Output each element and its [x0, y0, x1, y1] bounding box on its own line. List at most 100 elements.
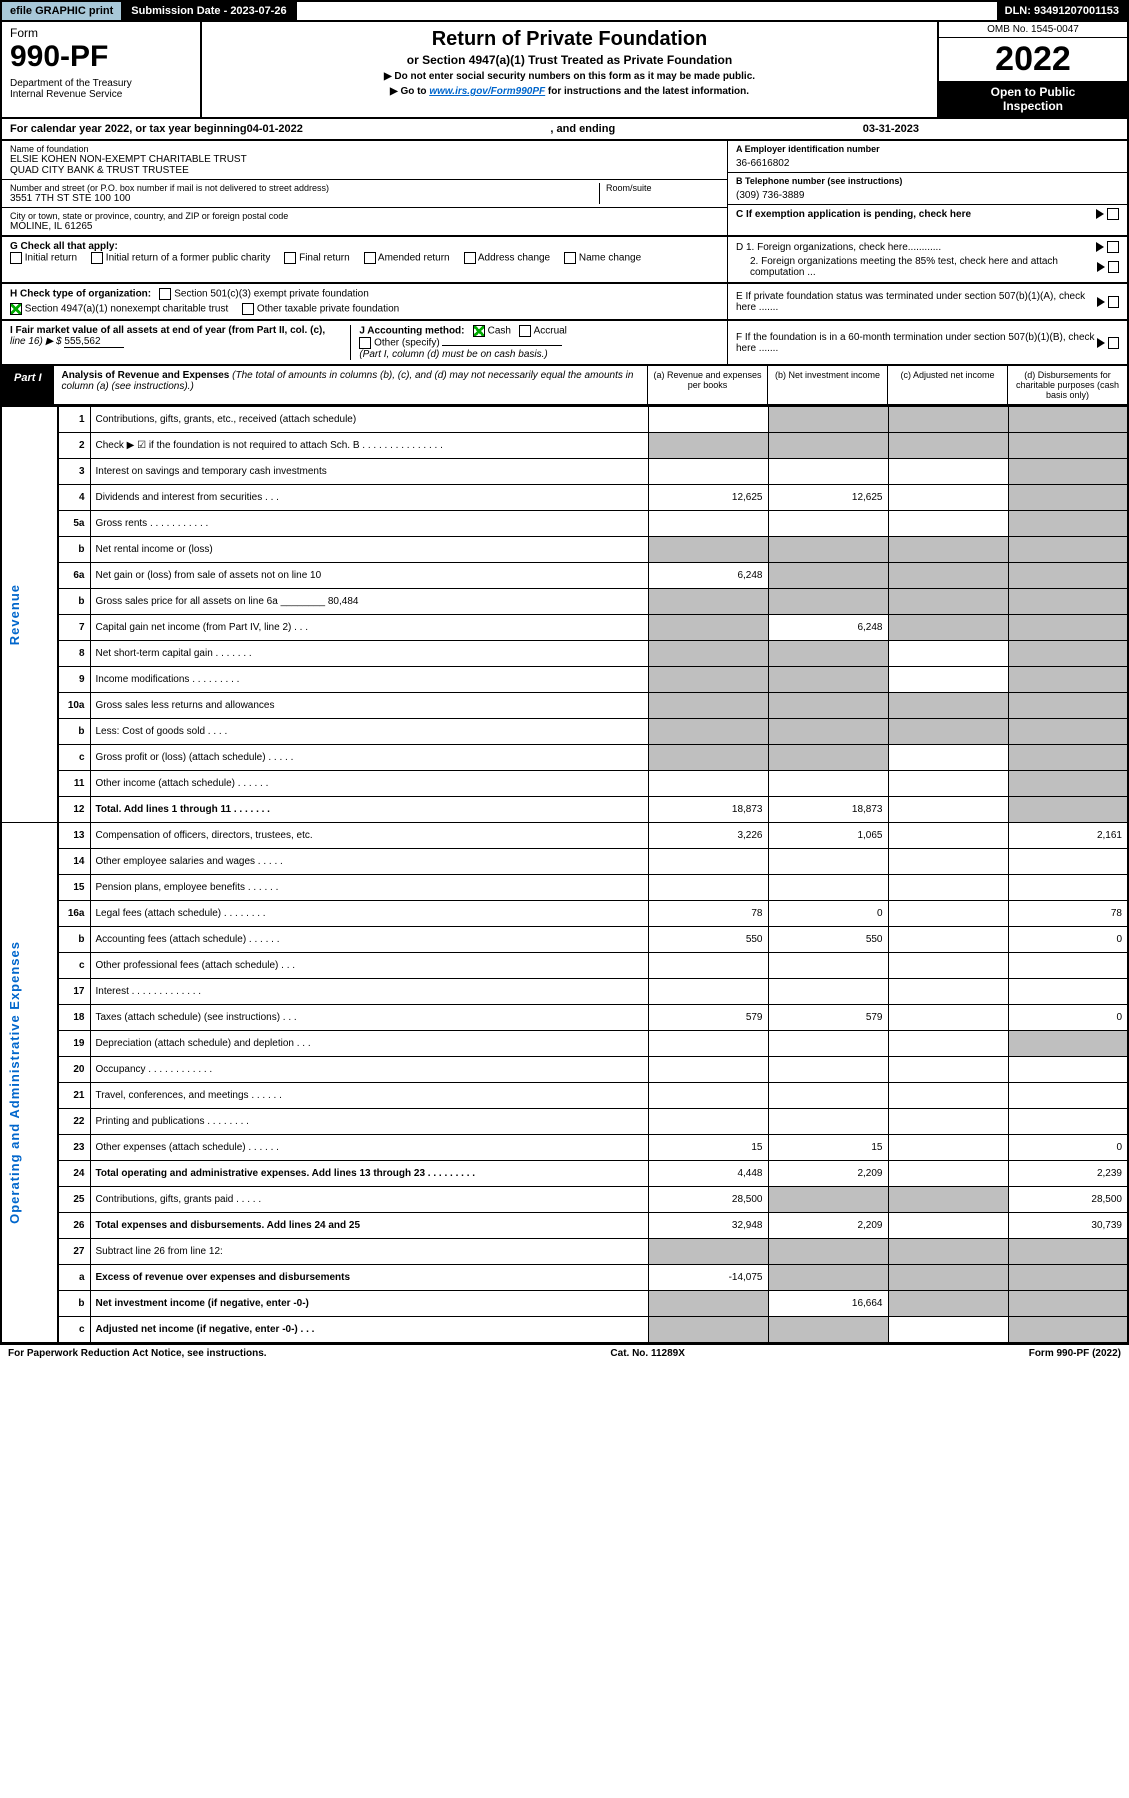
table-row: 15Pension plans, employee benefits . . .… — [1, 875, 1128, 901]
entity-info: Name of foundation ELSIE KOHEN NON-EXEMP… — [0, 141, 1129, 237]
omb-number: OMB No. 1545-0047 — [939, 22, 1127, 38]
j-cash-checkbox[interactable] — [473, 325, 485, 337]
table-row: cGross profit or (loss) (attach schedule… — [1, 745, 1128, 771]
col-d-header: (d) Disbursements for charitable purpose… — [1007, 366, 1127, 404]
arrow-icon — [1096, 209, 1104, 219]
table-row: bGross sales price for all assets on lin… — [1, 589, 1128, 615]
table-row: 2Check ▶ ☑ if the foundation is not requ… — [1, 433, 1128, 459]
g-option-checkbox[interactable] — [464, 252, 476, 264]
table-row: 7Capital gain net income (from Part IV, … — [1, 615, 1128, 641]
form-header: Form 990-PF Department of the Treasury I… — [0, 22, 1129, 119]
table-row: 17Interest . . . . . . . . . . . . . — [1, 979, 1128, 1005]
c-checkbox[interactable] — [1107, 208, 1119, 220]
submission-date: Submission Date - 2023-07-26 — [123, 2, 296, 20]
j-other-checkbox[interactable] — [359, 337, 371, 349]
part-1-header: Part I Analysis of Revenue and Expenses … — [0, 366, 1129, 406]
table-row: 4Dividends and interest from securities … — [1, 485, 1128, 511]
h-check-section: H Check type of organization: Section 50… — [2, 284, 727, 319]
foundation-name: ELSIE KOHEN NON-EXEMPT CHARITABLE TRUST … — [10, 154, 719, 176]
form-label: Form — [10, 26, 192, 40]
i-fmv-value: 555,562 — [64, 336, 124, 348]
g-check-section: G Check all that apply: Initial return I… — [2, 237, 727, 282]
e-checkbox[interactable] — [1108, 296, 1119, 308]
dept-treasury: Department of the Treasury Internal Reve… — [10, 78, 192, 100]
expenses-side-label: Operating and Administrative Expenses — [7, 941, 22, 1224]
telephone: (309) 736-3889 — [736, 186, 1119, 201]
table-row: 10aGross sales less returns and allowanc… — [1, 693, 1128, 719]
g-option: Amended return — [364, 252, 450, 264]
f-checkbox[interactable] — [1108, 337, 1119, 349]
table-row: 22Printing and publications . . . . . . … — [1, 1109, 1128, 1135]
table-row: cOther professional fees (attach schedul… — [1, 953, 1128, 979]
table-row: 9Income modifications . . . . . . . . . — [1, 667, 1128, 693]
table-row: Revenue1Contributions, gifts, grants, et… — [1, 407, 1128, 433]
g-option: Initial return — [10, 252, 77, 264]
table-row: bLess: Cost of goods sold . . . . — [1, 719, 1128, 745]
form-number: 990-PF — [10, 40, 192, 74]
arrow-icon — [1097, 338, 1105, 348]
paperwork-notice: For Paperwork Reduction Act Notice, see … — [8, 1348, 267, 1359]
arrow-icon — [1097, 262, 1105, 272]
table-row: 16aLegal fees (attach schedule) . . . . … — [1, 901, 1128, 927]
instructions-link-line: ▶ Go to www.irs.gov/Form990PF for instru… — [212, 86, 927, 97]
address-label: Number and street (or P.O. box number if… — [10, 183, 599, 193]
city: MOLINE, IL 61265 — [10, 221, 719, 232]
col-c-header: (c) Adjusted net income — [887, 366, 1007, 404]
table-row: bAccounting fees (attach schedule) . . .… — [1, 927, 1128, 953]
table-row: 19Depreciation (attach schedule) and dep… — [1, 1031, 1128, 1057]
efile-print-button[interactable]: efile GRAPHIC print — [2, 2, 123, 20]
table-row: cAdjusted net income (if negative, enter… — [1, 1317, 1128, 1343]
form-ref: Form 990-PF (2022) — [1029, 1348, 1121, 1359]
j-accrual-checkbox[interactable] — [519, 325, 531, 337]
table-row: 23Other expenses (attach schedule) . . .… — [1, 1135, 1128, 1161]
table-row: 20Occupancy . . . . . . . . . . . . — [1, 1057, 1128, 1083]
f-label: F If the foundation is in a 60-month ter… — [736, 332, 1097, 354]
page-footer: For Paperwork Reduction Act Notice, see … — [0, 1344, 1129, 1362]
instructions-link[interactable]: www.irs.gov/Form990PF — [429, 86, 545, 97]
table-row: bNet rental income or (loss) — [1, 537, 1128, 563]
c-exemption-label: C If exemption application is pending, c… — [736, 209, 971, 220]
dln: DLN: 93491207001153 — [997, 2, 1127, 20]
table-row: 12Total. Add lines 1 through 11 . . . . … — [1, 797, 1128, 823]
city-label: City or town, state or province, country… — [10, 211, 719, 221]
open-public-badge: Open to Public Inspection — [939, 81, 1127, 117]
arrow-icon — [1097, 297, 1105, 307]
d1-checkbox[interactable] — [1107, 241, 1119, 253]
ein-label: A Employer identification number — [736, 144, 1119, 154]
table-row: aExcess of revenue over expenses and dis… — [1, 1265, 1128, 1291]
table-row: 18Taxes (attach schedule) (see instructi… — [1, 1005, 1128, 1031]
table-row: 8Net short-term capital gain . . . . . .… — [1, 641, 1128, 667]
g-option: Final return — [284, 252, 349, 264]
ein: 36-6616802 — [736, 154, 1119, 169]
g-option-checkbox[interactable] — [364, 252, 376, 264]
address: 3551 7TH ST STE 100 100 — [10, 193, 599, 204]
d2-checkbox[interactable] — [1108, 261, 1119, 273]
table-row: 14Other employee salaries and wages . . … — [1, 849, 1128, 875]
h3-checkbox[interactable] — [242, 303, 254, 315]
g-option-checkbox[interactable] — [91, 252, 103, 264]
ssn-warning: ▶ Do not enter social security numbers o… — [212, 71, 927, 82]
table-row: bNet investment income (if negative, ent… — [1, 1291, 1128, 1317]
table-row: 24Total operating and administrative exp… — [1, 1161, 1128, 1187]
h2-checkbox[interactable] — [10, 303, 22, 315]
j-note: (Part I, column (d) must be on cash basi… — [359, 349, 547, 360]
revenue-side-label: Revenue — [7, 584, 22, 645]
d2-label: 2. Foreign organizations meeting the 85%… — [736, 256, 1097, 278]
arrow-icon — [1096, 242, 1104, 252]
table-row: 21Travel, conferences, and meetings . . … — [1, 1083, 1128, 1109]
h1-checkbox[interactable] — [159, 288, 171, 300]
g-option-checkbox[interactable] — [564, 252, 576, 264]
e-label: E If private foundation status was termi… — [736, 291, 1097, 313]
table-row: 26Total expenses and disbursements. Add … — [1, 1213, 1128, 1239]
col-a-header: (a) Revenue and expenses per books — [647, 366, 767, 404]
room-label: Room/suite — [606, 183, 719, 193]
part-1-label: Part I — [2, 366, 54, 404]
g-option: Address change — [464, 252, 551, 264]
g-option-checkbox[interactable] — [284, 252, 296, 264]
g-option: Name change — [564, 252, 641, 264]
g-option-checkbox[interactable] — [10, 252, 22, 264]
cat-number: Cat. No. 11289X — [610, 1348, 684, 1359]
table-row: 5aGross rents . . . . . . . . . . . — [1, 511, 1128, 537]
g-option: Initial return of a former public charit… — [91, 252, 270, 264]
form-title: Return of Private Foundation — [212, 28, 927, 51]
